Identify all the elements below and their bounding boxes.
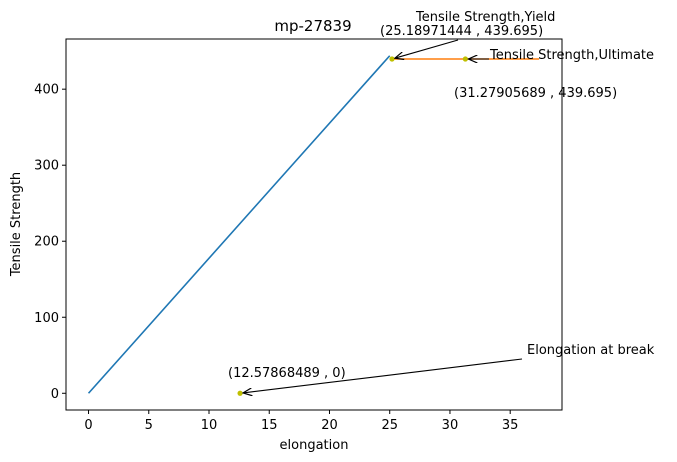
x-tick-label-25: 25 xyxy=(381,418,398,433)
y-tick-label-400: 400 xyxy=(34,83,59,98)
x-tick-label-30: 30 xyxy=(442,418,459,433)
x-axis-label: elongation xyxy=(280,438,349,453)
annotation-arrow-2 xyxy=(243,358,523,393)
chart-title: mp-27839 xyxy=(274,17,351,35)
plot-frame xyxy=(65,38,563,411)
data-point-2 xyxy=(237,390,243,396)
y-tick-label-100: 100 xyxy=(34,311,59,326)
series-line-0 xyxy=(87,55,391,394)
annotation-yield-coord: (25.18971444 , 439.695) xyxy=(380,24,543,39)
data-point-1 xyxy=(462,56,468,62)
x-tick-label-0: 0 xyxy=(84,418,92,433)
x-tick-label-10: 10 xyxy=(201,418,218,433)
y-tick-label-200: 200 xyxy=(34,235,59,250)
x-tick-label-15: 15 xyxy=(261,418,278,433)
data-point-0 xyxy=(389,56,395,62)
x-tick-label-5: 5 xyxy=(145,418,153,433)
annotation-break-label: Elongation at break xyxy=(527,343,655,358)
annotation-ultimate-label: Tensile Strength,Ultimate xyxy=(489,48,654,63)
annotation-arrow-0 xyxy=(395,39,459,58)
y-axis-label: Tensile Strength xyxy=(9,172,24,277)
annotation-yield-label: Tensile Strength,Yield xyxy=(415,10,555,25)
y-tick-label-0: 0 xyxy=(51,387,59,402)
x-tick-label-35: 35 xyxy=(502,418,519,433)
x-tick-label-20: 20 xyxy=(321,418,338,433)
annotation-break-coord: (12.57868489 , 0) xyxy=(228,366,346,381)
y-tick-label-300: 300 xyxy=(34,159,59,174)
annotation-ultimate-coord: (31.27905689 , 439.695) xyxy=(454,86,617,101)
